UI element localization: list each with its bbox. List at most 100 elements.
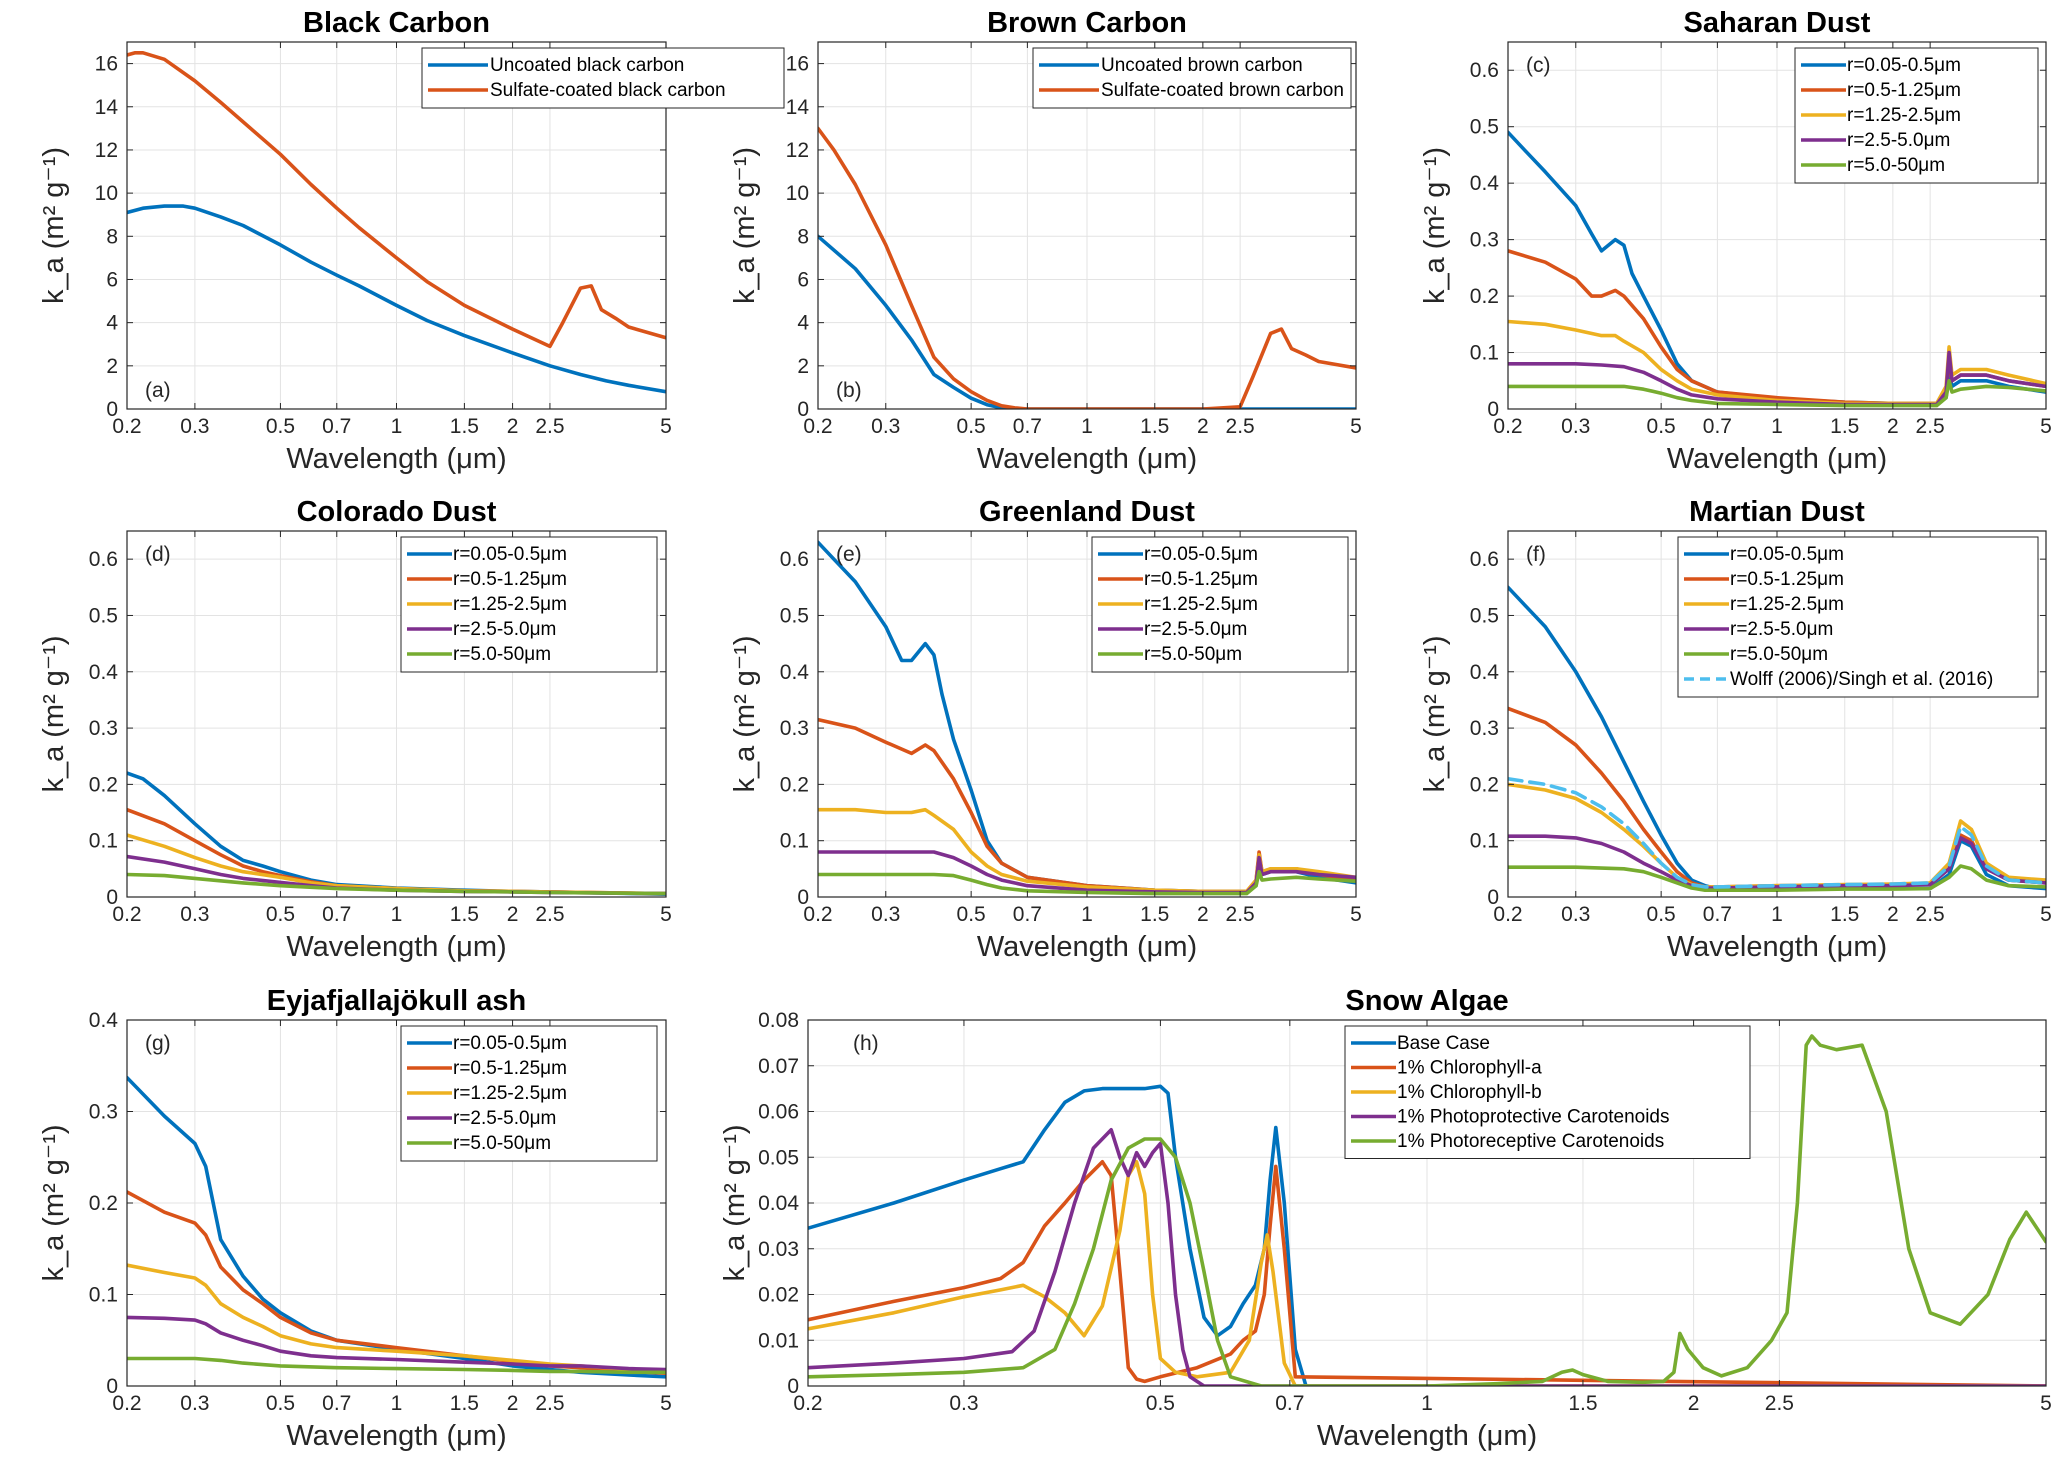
series-line-g-4 [127, 1356, 666, 1375]
chart-title: Snow Algae [1345, 985, 1508, 1017]
x-tick-label: 0.5 [1647, 903, 1676, 926]
x-tick-label: 0.3 [949, 1392, 978, 1415]
y-tick-label: 0.5 [89, 604, 118, 627]
legend-label: Base Case [1397, 1033, 1490, 1054]
legend-label: r=5.0-50μm [1730, 644, 1828, 665]
y-tick-label: 10 [786, 182, 809, 205]
x-tick-label: 0.3 [180, 903, 209, 926]
y-tick-label: 0.5 [780, 604, 809, 627]
y-tick-label: 0 [797, 886, 809, 909]
legend-box [1344, 1025, 1751, 1159]
chart-title: Brown Carbon [987, 7, 1187, 39]
legend-label: r=0.5-1.25μm [1730, 569, 1844, 590]
panel-c: 0.2 0.3 0.5 0.7 1 1.5 2 2.5 5 0 0.1 0.2 0.3 0.4 0.5 0.6… [1419, 7, 2052, 475]
panel-b: 0.2 0.3 0.5 0.7 1 1.5 2 2.5 5 0 2 4 6 8 10 12 14 16 Brown … [729, 7, 1362, 475]
x-tick-label: 1 [1081, 415, 1093, 438]
legend-label: 1% Photoprotective Carotenoids [1397, 1107, 1670, 1128]
legend-label: r=2.5-5.0μm [1847, 130, 1950, 151]
x-tick-label: 0.2 [112, 415, 141, 438]
y-tick-label: 0.4 [1470, 172, 1500, 195]
legend-label: Sulfate-coated brown carbon [1101, 80, 1344, 101]
y-axis-label: k_a (m² g⁻¹) [38, 635, 70, 792]
y-axis-label: k_a (m² g⁻¹) [38, 1124, 70, 1281]
y-tick-label: 0 [106, 886, 118, 909]
x-axis-label: Wavelength (μm) [286, 1420, 506, 1452]
y-tick-label: 0.03 [758, 1238, 799, 1261]
y-tick-label: 8 [797, 225, 809, 248]
legend-label: r=0.05-0.5μm [1144, 544, 1258, 565]
legend-label: Wolff (2006)/Singh et al. (2016) [1730, 669, 1993, 690]
y-tick-label: 0.4 [1470, 661, 1500, 684]
y-tick-label: 0.2 [89, 1192, 118, 1215]
panel-tag: (b) [836, 379, 862, 402]
series-line-f-5 [1508, 776, 2046, 889]
legend: Uncoated black carbon Sulfate-coated blac… [421, 47, 785, 109]
x-axis-label: Wavelength (μm) [1667, 443, 1887, 475]
y-tick-label: 0.5 [1470, 604, 1499, 627]
y-axis-label: k_a (m² g⁻¹) [719, 1124, 751, 1281]
series-line-h-2 [808, 1160, 2046, 1386]
y-axis-label: k_a (m² g⁻¹) [1419, 635, 1451, 792]
legend-label: r=1.25-2.5μm [1730, 594, 1844, 615]
y-tick-label: 0.6 [1470, 59, 1499, 82]
y-tick-label: 0.2 [1470, 773, 1499, 796]
series-line-h-4 [808, 1034, 2046, 1386]
legend-label: 1% Photoreceptive Carotenoids [1397, 1131, 1664, 1152]
legend: r=0.05-0.5μm r=0.5-1.25μm r=1.25-2.5μm r=2.… [1794, 47, 2039, 184]
y-tick-label: 16 [786, 53, 809, 76]
y-tick-label: 14 [786, 96, 810, 119]
y-axis-label: k_a (m² g⁻¹) [1419, 147, 1451, 304]
legend: Uncoated brown carbon Sulfate-coated brow… [1032, 47, 1352, 109]
x-tick-label: 0.5 [1146, 1392, 1175, 1415]
series-line-f-4 [1508, 864, 2046, 893]
y-tick-label: 12 [95, 139, 118, 162]
y-tick-label: 12 [786, 139, 809, 162]
y-tick-label: 0.2 [89, 773, 118, 796]
legend-label: 1% Chlorophyll-b [1397, 1082, 1542, 1103]
panel-tag: (e) [836, 543, 862, 566]
legend: Base Case 1% Chlorophyll-a 1% Chlorophyll-… [1344, 1025, 1751, 1159]
y-tick-label: 0 [787, 1375, 799, 1398]
legend-label: r=1.25-2.5μm [1847, 105, 1961, 126]
x-tick-label: 5 [660, 1392, 672, 1415]
legend: r=0.05-0.5μm r=0.5-1.25μm r=1.25-2.5μm r=2.… [1091, 536, 1349, 673]
x-tick-label: 0.3 [180, 1392, 209, 1415]
y-tick-label: 0.1 [780, 830, 809, 853]
y-tick-label: 0.3 [1470, 229, 1499, 252]
x-tick-label: 0.2 [112, 1392, 141, 1415]
x-tick-label: 1 [391, 903, 403, 926]
x-tick-label: 2 [507, 903, 519, 926]
panel-e: 0.2 0.3 0.5 0.7 1 1.5 2 2.5 5 0 0.1 0.2 0.3 0.4 0.5 0.6… [729, 496, 1362, 963]
series-line-c-3 [1508, 350, 2046, 407]
x-tick-label: 0.2 [803, 415, 832, 438]
x-tick-label: 1.5 [1140, 903, 1169, 926]
y-tick-label: 0.2 [780, 773, 809, 796]
x-tick-label: 1 [1421, 1392, 1433, 1415]
x-tick-label: 2.5 [1916, 415, 1945, 438]
y-tick-label: 0.07 [758, 1055, 799, 1078]
y-tick-label: 0.1 [1470, 830, 1499, 853]
series-group [818, 540, 1356, 896]
x-tick-label: 2 [1197, 415, 1209, 438]
y-tick-label: 6 [106, 268, 118, 291]
x-tick-label: 2 [507, 1392, 519, 1415]
y-tick-label: 0.3 [89, 1101, 118, 1124]
y-tick-label: 4 [797, 312, 809, 335]
y-tick-label: 0.1 [89, 830, 118, 853]
x-tick-label: 2 [1887, 415, 1899, 438]
panel-g: 0.2 0.3 0.5 0.7 1 1.5 2 2.5 5 0 0.1 0.2 0.3 0.4 Eyjafj… [38, 985, 672, 1452]
legend: r=0.05-0.5μm r=0.5-1.25μm r=1.25-2.5μm r=2.… [400, 536, 658, 673]
panel-tag: (c) [1526, 54, 1551, 77]
x-tick-label: 2 [1197, 903, 1209, 926]
x-tick-label: 0.7 [322, 415, 351, 438]
x-tick-label: 1.5 [450, 1392, 479, 1415]
x-tick-label: 5 [1350, 415, 1362, 438]
x-tick-label: 2 [1887, 903, 1899, 926]
series-group [808, 1034, 2046, 1386]
x-tick-label: 1 [391, 415, 403, 438]
panel-d: 0.2 0.3 0.5 0.7 1 1.5 2 2.5 5 0 0.1 0.2 0.3 0.4 0.5 0.6… [38, 496, 672, 963]
x-tick-label: 5 [2040, 415, 2052, 438]
legend-label: r=5.0-50μm [453, 1133, 551, 1154]
series-line-a-1 [127, 50, 666, 349]
